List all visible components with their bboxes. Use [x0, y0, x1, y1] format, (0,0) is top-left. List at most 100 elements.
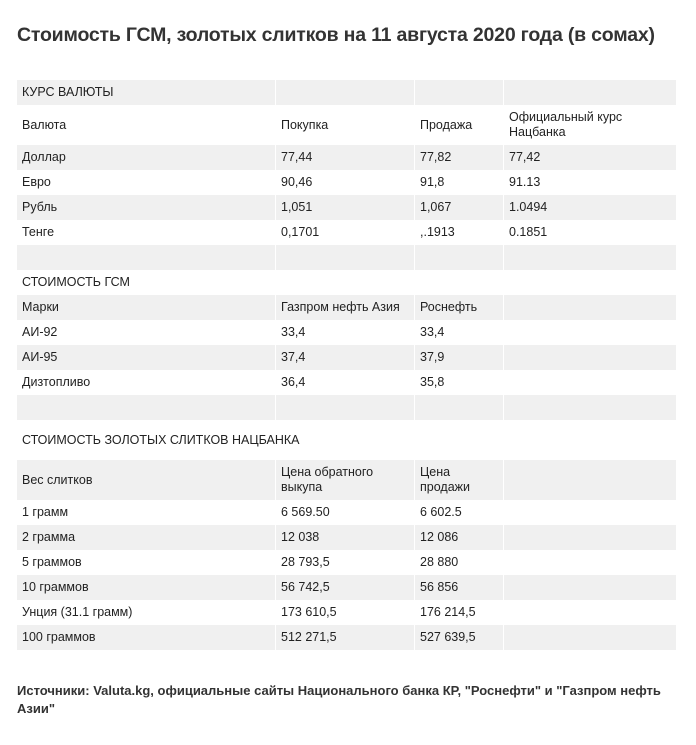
table-cell: Рубль: [17, 195, 275, 220]
table-row: АИ-95 37,4 37,9: [17, 345, 676, 370]
table-cell: 56 856: [414, 575, 503, 600]
table-cell: [17, 395, 275, 420]
table-cell: [414, 395, 503, 420]
page-title: Стоимость ГСМ, золотых слитков на 11 авг…: [17, 24, 655, 46]
table-row: 5 граммов 28 793,5 28 880: [17, 550, 676, 575]
table-cell: Покупка: [275, 105, 414, 145]
table-cell: 1,067: [414, 195, 503, 220]
table-cell: [414, 80, 503, 105]
table-row: 100 граммов 512 271,5 527 639,5: [17, 625, 676, 650]
table-row: 10 граммов 56 742,5 56 856: [17, 575, 676, 600]
table-cell: [503, 295, 676, 320]
table-cell: Унция (31.1 грамм): [22, 605, 133, 619]
table-cell: 1 грамм: [22, 505, 69, 519]
table-row: Унция (31.1 грамм) 173 610,5 176 214,5: [17, 600, 676, 625]
table-row: Рубль 1,051 1,067 1.0494: [17, 195, 676, 220]
table-cell: Доллар: [17, 145, 275, 170]
table-row: Тенге 0,1701 ,.1913 0.1851: [17, 220, 676, 245]
table-cell: 91,8: [414, 170, 503, 195]
table-cell: [275, 80, 414, 105]
table-cell: [275, 395, 414, 420]
table-cell: 2 грамма: [17, 525, 275, 550]
table-cell: [503, 460, 676, 500]
table-cell: Вес слитков: [17, 460, 275, 500]
section-title: СТОИМОСТЬ ЗОЛОТЫХ СЛИТКОВ НАЦБАНКА: [22, 432, 300, 447]
table-row: [17, 245, 676, 270]
sources-note: Источники: Valuta.kg, официальные сайты …: [17, 683, 661, 716]
table-cell: 6 602.5: [414, 500, 503, 525]
table-cell: Тенге: [22, 225, 55, 239]
table-cell: [503, 245, 676, 270]
table-cell: [503, 575, 676, 600]
table-cell: 527 639,5: [414, 625, 503, 650]
table-cell: АИ-92: [22, 325, 58, 339]
table-cell: 12 038: [275, 525, 414, 550]
table-cell: [503, 500, 676, 525]
table-cell: [503, 395, 676, 420]
table-cell: Роснефть: [414, 295, 503, 320]
table-cell: 37,9: [414, 345, 503, 370]
table-cell: [503, 600, 676, 625]
table-row: КУРС ВАЛЮТЫ: [17, 80, 676, 105]
table-row: Дизтопливо 36,4 35,8: [17, 370, 676, 395]
table-cell: 12 086: [414, 525, 503, 550]
table-row: СТОИМОСТЬ ГСМ: [17, 270, 676, 295]
section-title: СТОИМОСТЬ ГСМ: [22, 275, 130, 289]
table-row: 1 грамм 6 569.50 6 602.5: [17, 500, 676, 525]
table-cell: 512 271,5: [275, 625, 414, 650]
table-cell: 90,46: [275, 170, 414, 195]
table-cell: 28 880: [414, 550, 503, 575]
table-cell: [17, 245, 275, 270]
table-cell: АИ-95: [17, 345, 275, 370]
table-cell: Цена обратного выкупа: [275, 460, 414, 500]
table-cell: 100 граммов: [17, 625, 275, 650]
table-cell: Продажа: [414, 105, 503, 145]
table-cell: 176 214,5: [414, 600, 503, 625]
table-cell: 91.13: [503, 170, 676, 195]
table-cell: 10 граммов: [17, 575, 275, 600]
table-cell: КУРС ВАЛЮТЫ: [17, 80, 275, 105]
table-row: Доллар 77,44 77,82 77,42: [17, 145, 676, 170]
table-cell: 37,4: [275, 345, 414, 370]
table-cell: [503, 320, 676, 345]
table-cell: [503, 625, 676, 650]
table-cell: Марки: [17, 295, 275, 320]
table-cell: [503, 80, 676, 105]
table-cell: [503, 345, 676, 370]
table-cell: 77,44: [275, 145, 414, 170]
table-cell: 0.1851: [503, 220, 676, 245]
table-cell: 0,1701: [275, 220, 414, 245]
table-cell: [503, 525, 676, 550]
table-cell: 33,4: [414, 320, 503, 345]
table-cell: 35,8: [414, 370, 503, 395]
table-cell: ,.1913: [414, 220, 503, 245]
rates-table: КУРС ВАЛЮТЫ Валюта Покупка Продажа Официальн…: [17, 80, 676, 650]
table-row: СТОИМОСТЬ ЗОЛОТЫХ СЛИТКОВ НАЦБАНКА: [17, 420, 676, 460]
table-cell: [275, 245, 414, 270]
table-cell: 28 793,5: [275, 550, 414, 575]
table-cell: Валюта: [22, 117, 67, 132]
table-cell: [414, 245, 503, 270]
table-cell: 6 569.50: [275, 500, 414, 525]
table-cell: Газпром нефть Азия: [275, 295, 414, 320]
table-cell: 1.0494: [503, 195, 676, 220]
table-cell: Официальный курс Нацбанка: [503, 105, 676, 145]
table-cell: 36,4: [275, 370, 414, 395]
table-cell: Дизтопливо: [22, 375, 91, 389]
table-cell: 56 742,5: [275, 575, 414, 600]
table-row: [17, 395, 676, 420]
table-cell: [503, 550, 676, 575]
table-row: 2 грамма 12 038 12 086: [17, 525, 676, 550]
table-row: Марки Газпром нефть Азия Роснефть: [17, 295, 676, 320]
table-cell: Евро: [22, 175, 51, 189]
table-cell: 33,4: [275, 320, 414, 345]
table-row: Вес слитков Цена обратного выкупа Цена про…: [17, 460, 676, 500]
table-cell: 5 граммов: [22, 555, 82, 569]
table-row: Евро 90,46 91,8 91.13: [17, 170, 676, 195]
table-cell: Цена продажи: [414, 460, 503, 500]
table-row: Валюта Покупка Продажа Официальный курс Нац…: [17, 105, 676, 145]
table-cell: 1,051: [275, 195, 414, 220]
table-cell: 173 610,5: [275, 600, 414, 625]
table-row: АИ-92 33,4 33,4: [17, 320, 676, 345]
table-cell: 77,42: [503, 145, 676, 170]
